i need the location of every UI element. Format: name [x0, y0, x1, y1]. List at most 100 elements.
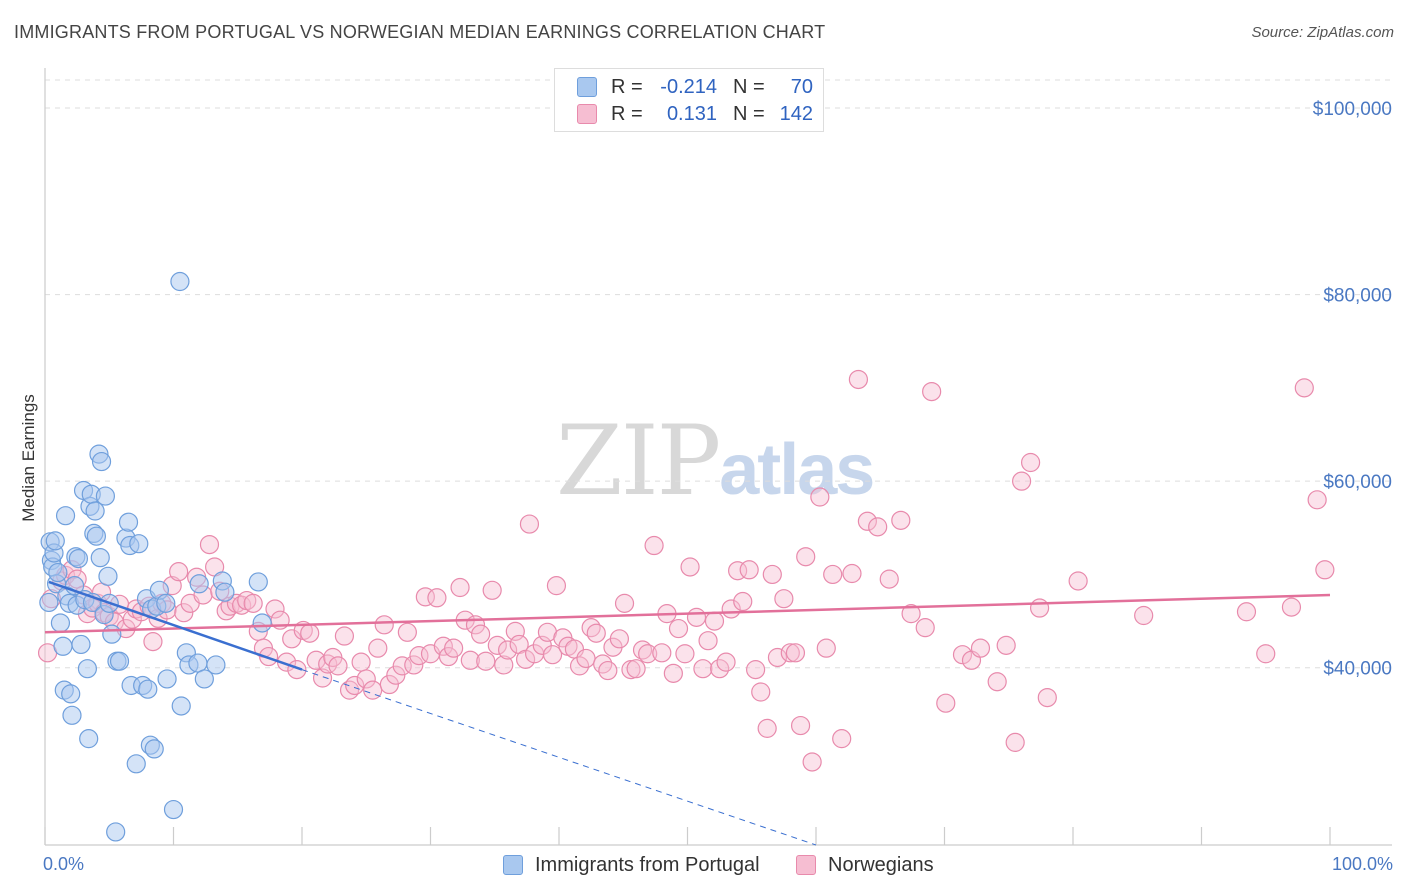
norwegians-point: [832, 729, 852, 749]
watermark-atlas: atlas: [719, 430, 875, 510]
norwegians-point: [842, 563, 862, 584]
tick-labels: $40,000 $60,000 $80,000 $100,000 0.0% 100.0%: [43, 99, 1393, 874]
norwegians-point: [668, 618, 689, 639]
portugal-point: [79, 729, 99, 749]
portugal-point: [86, 526, 107, 546]
portugal-point: [62, 705, 82, 725]
legend-swatch-blue: [577, 77, 597, 97]
portugal-point: [170, 271, 190, 292]
norwegians-point: [476, 651, 496, 671]
norwegians-point: [879, 569, 899, 589]
norwegians-point: [915, 618, 935, 638]
legend-label-norwegians: Norwegians: [828, 853, 934, 876]
norwegians-point: [785, 643, 806, 663]
trend-lines: [44, 580, 1331, 846]
norwegians-point: [569, 656, 590, 676]
norwegians-point: [936, 693, 956, 713]
legend-r-label: R =: [611, 75, 643, 98]
portugal-point: [50, 613, 71, 633]
norwegians-point: [386, 665, 406, 685]
norwegians-point: [1281, 597, 1302, 617]
norwegians-point: [796, 547, 816, 567]
grid-lines: [45, 79, 1392, 669]
norwegians-point: [810, 487, 830, 507]
y-axis-label: Median Earnings: [19, 394, 38, 522]
legend-row-norwegians: R = 0.131 N = 142: [577, 101, 813, 127]
portugal-point: [248, 572, 268, 592]
correlation-legend: R = -0.214 N = 70 R = 0.131 N = 142: [554, 68, 824, 132]
source-label: Source: ZipAtlas.com: [1251, 24, 1394, 41]
portugal-point: [45, 531, 65, 551]
norwegians-point: [397, 622, 417, 642]
norwegians-point: [996, 635, 1016, 655]
norwegians-point: [598, 660, 618, 681]
legend-n-value: 70: [790, 75, 813, 98]
watermark: ZIPatlas: [556, 405, 875, 517]
norwegians-point: [460, 650, 480, 670]
portugal-point: [68, 548, 89, 569]
portugal-point: [118, 512, 139, 532]
legend-row-portugal: R = -0.214 N = 70: [577, 74, 813, 100]
axes: [44, 68, 1392, 846]
norwegians-point: [751, 682, 771, 702]
norwegians-point: [1037, 687, 1057, 708]
portugal-points: [39, 271, 272, 842]
norwegians-point: [952, 645, 973, 665]
norwegians-point: [368, 638, 388, 658]
norwegians-point: [774, 589, 794, 609]
norwegians-point: [542, 645, 563, 665]
norwegians-point: [581, 618, 601, 638]
norwegians-trend-line: [44, 593, 1331, 634]
norwegians-point: [922, 381, 942, 402]
norwegians-point: [733, 591, 753, 612]
portugal-trend-extension: [301, 669, 817, 846]
portugal-point: [39, 592, 59, 613]
legend-r-value: -0.214: [660, 75, 717, 98]
norwegians-point: [790, 715, 811, 736]
norwegians-point: [374, 615, 394, 635]
legend-swatch-blue: [503, 855, 523, 875]
portugal-point: [71, 634, 91, 655]
norwegians-point: [614, 593, 635, 613]
norwegians-point: [1029, 598, 1050, 618]
norwegians-point: [494, 655, 514, 675]
norwegians-point: [258, 646, 279, 667]
norwegians-point: [576, 648, 596, 669]
portugal-point: [109, 651, 130, 671]
portugal-point: [194, 669, 214, 689]
norwegians-point: [334, 626, 355, 646]
norwegians-point: [1307, 490, 1327, 510]
norwegians-point: [345, 675, 365, 696]
norwegians-point: [816, 638, 836, 658]
norwegians-point: [848, 369, 869, 390]
norwegians-point: [300, 623, 320, 643]
norwegians-point: [901, 604, 921, 624]
legend-n-label: N =: [733, 102, 765, 125]
y-tick-label: $80,000: [1323, 286, 1392, 307]
norwegians-point: [546, 576, 567, 596]
y-tick-label: $100,000: [1313, 99, 1392, 120]
legend-swatch-pink: [577, 104, 597, 124]
norwegians-point: [363, 680, 383, 700]
norwegians-point: [1315, 560, 1335, 580]
norwegians-point: [857, 511, 878, 531]
norwegians-point: [586, 623, 606, 643]
norwegians-point: [644, 535, 664, 556]
norwegians-point: [243, 593, 263, 613]
norwegians-point: [802, 752, 822, 772]
norwegians-point: [519, 514, 540, 534]
norwegians-point: [199, 534, 220, 555]
norwegians-point: [868, 517, 888, 537]
norwegians-point: [663, 663, 683, 683]
portugal-point: [129, 534, 149, 554]
portugal-point: [157, 669, 177, 689]
norwegians-point: [1011, 471, 1032, 491]
portugal-point: [156, 593, 176, 613]
norwegians-point: [1005, 732, 1025, 752]
norwegians-point: [891, 510, 911, 530]
legend-n-label: N =: [733, 75, 765, 98]
norwegians-point: [693, 659, 713, 679]
norwegians-point: [739, 560, 759, 580]
portugal-point: [102, 624, 122, 644]
